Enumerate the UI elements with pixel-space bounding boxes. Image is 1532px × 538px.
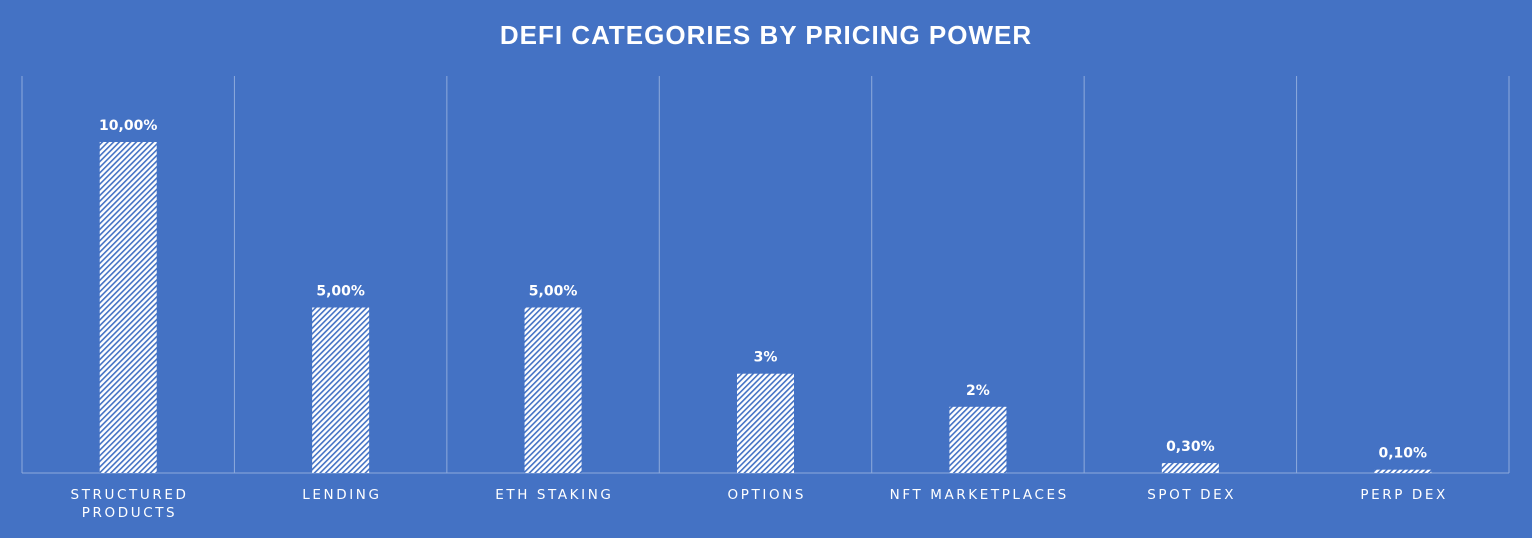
- bar: [312, 307, 370, 473]
- bar: [737, 373, 794, 473]
- label-layer: 10,00% STRUCTURED PRODUCTS 5,00% LENDING 5,00…: [71, 118, 1447, 521]
- data-label: 0,30%: [1166, 439, 1215, 455]
- x-tick-label: PRODUCTS: [82, 505, 177, 521]
- x-tick-label: PERP DEX: [1360, 487, 1447, 503]
- bar: [99, 142, 157, 473]
- bar: [1161, 463, 1219, 473]
- data-label: 0,10%: [1378, 446, 1427, 462]
- bar-layer: [99, 142, 1432, 473]
- bar: [524, 307, 582, 473]
- data-label: 3%: [754, 350, 778, 366]
- x-tick-label: LENDING: [302, 487, 381, 503]
- x-tick-label: ETH STAKING: [495, 487, 613, 503]
- bar: [949, 406, 1007, 473]
- x-tick-label: OPTIONS: [728, 487, 807, 503]
- data-label: 2%: [966, 383, 990, 399]
- bar: [1374, 469, 1432, 473]
- x-tick-label: SPOT DEX: [1147, 487, 1236, 503]
- data-label: 5,00%: [529, 284, 578, 300]
- x-tick-label: STRUCTURED: [71, 487, 189, 503]
- data-label: 10,00%: [99, 118, 157, 134]
- data-label: 5,00%: [316, 284, 365, 300]
- chart-title: DEFI CATEGORIES BY PRICING POWER: [499, 20, 1033, 50]
- x-tick-label: NFT MARKETPLACES: [890, 487, 1069, 503]
